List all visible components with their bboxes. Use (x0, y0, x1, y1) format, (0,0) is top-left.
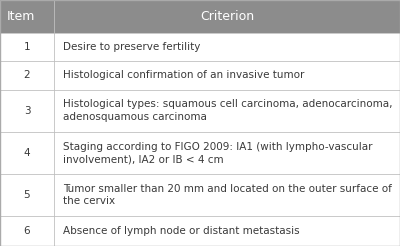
Text: Item: Item (6, 10, 35, 23)
Text: 1: 1 (24, 42, 30, 52)
Text: 4: 4 (24, 148, 30, 158)
Text: Criterion: Criterion (200, 10, 254, 23)
Text: Desire to preserve fertility: Desire to preserve fertility (63, 42, 200, 52)
Text: 6: 6 (24, 226, 30, 236)
Text: Histological confirmation of an invasive tumor: Histological confirmation of an invasive… (63, 70, 304, 80)
Text: Staging according to FIGO 2009: IA1 (with lympho-vascular: Staging according to FIGO 2009: IA1 (wit… (63, 142, 372, 152)
Text: 2: 2 (24, 70, 30, 80)
Bar (0, 174, 400, 216)
Text: 5: 5 (24, 190, 30, 200)
Text: Absence of lymph node or distant metastasis: Absence of lymph node or distant metasta… (63, 226, 300, 236)
Text: the cervix: the cervix (63, 196, 115, 206)
Bar (0, 61, 400, 90)
Text: 3: 3 (24, 106, 30, 116)
Text: involvement), IA2 or IB < 4 cm: involvement), IA2 or IB < 4 cm (63, 154, 224, 164)
Text: adenosquamous carcinoma: adenosquamous carcinoma (63, 112, 207, 122)
Text: Tumor smaller than 20 mm and located on the outer surface of: Tumor smaller than 20 mm and located on … (63, 184, 392, 194)
Bar (0, 90, 400, 132)
Bar (0, 216, 400, 246)
Bar (0, 0, 400, 33)
Bar (0, 33, 400, 61)
Bar (0, 132, 400, 174)
Text: Histological types: squamous cell carcinoma, adenocarcinoma,: Histological types: squamous cell carcin… (63, 99, 392, 109)
